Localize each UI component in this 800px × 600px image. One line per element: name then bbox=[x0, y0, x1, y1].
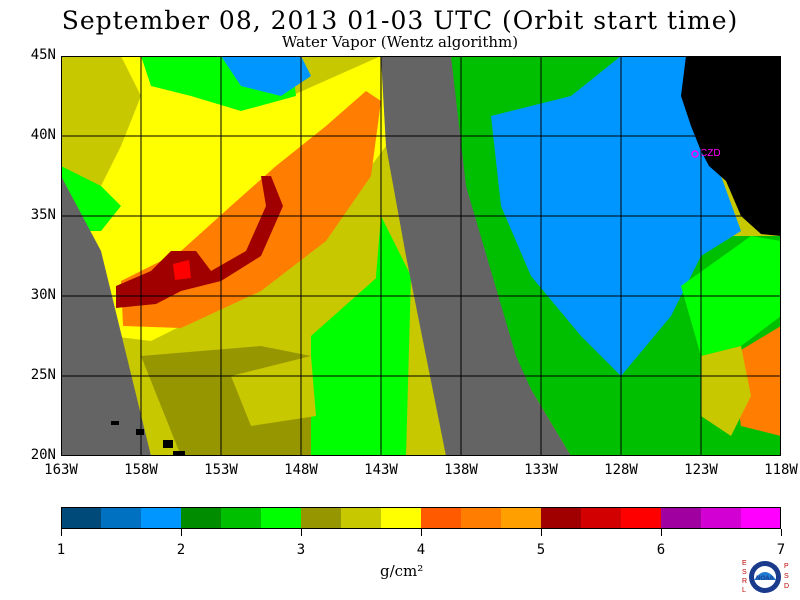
longitude-label: 133W bbox=[524, 462, 558, 478]
color-bar-tick-mark bbox=[661, 529, 662, 536]
color-bar bbox=[61, 507, 781, 529]
svg-text:E: E bbox=[742, 560, 747, 567]
svg-text:P: P bbox=[784, 563, 789, 570]
color-bar-swatch bbox=[341, 507, 382, 529]
nodata-west-gap bbox=[61, 176, 151, 456]
latitude-label: 45N bbox=[30, 47, 56, 63]
hawaii-island bbox=[111, 421, 119, 425]
graticule bbox=[61, 56, 781, 456]
yellow-south bbox=[231, 356, 316, 426]
station-label: CZD bbox=[700, 148, 721, 159]
longitude-label: 118W bbox=[764, 462, 798, 478]
map-title: September 08, 2013 01-03 UTC (Orbit star… bbox=[61, 6, 739, 35]
red-core bbox=[173, 260, 191, 280]
color-bar-swatch bbox=[661, 507, 702, 529]
color-bar-swatch bbox=[701, 507, 742, 529]
color-bar-tick-label: 6 bbox=[656, 542, 666, 558]
map-subtitle: Water Vapor (Wentz algorithm) bbox=[281, 33, 519, 51]
color-bar-swatch bbox=[621, 507, 662, 529]
latitude-label: 25N bbox=[30, 367, 56, 383]
color-bar-swatch bbox=[181, 507, 222, 529]
color-bar-tick-mark bbox=[781, 529, 782, 536]
svg-text:S: S bbox=[784, 573, 789, 580]
svg-text:L: L bbox=[742, 587, 746, 594]
dark-red-plume bbox=[116, 176, 283, 308]
longitude-label: 153W bbox=[204, 462, 238, 478]
map-frame bbox=[61, 56, 781, 456]
color-bar-tick-mark bbox=[421, 529, 422, 536]
hawaii-island bbox=[136, 429, 144, 435]
yellow-southeast bbox=[701, 346, 751, 436]
color-bar-swatch bbox=[141, 507, 182, 529]
color-bar-swatch bbox=[381, 507, 422, 529]
longitude-label: 143W bbox=[364, 462, 398, 478]
color-bar-swatch bbox=[741, 507, 781, 529]
latitude-label: 20N bbox=[30, 447, 56, 463]
color-bar-swatch bbox=[541, 507, 582, 529]
noaa-esrl-psd-logo: NOAA E S R L P S D bbox=[742, 560, 789, 594]
hawaii-island bbox=[163, 440, 173, 448]
svg-text:S: S bbox=[742, 569, 747, 576]
water-vapor-map: CZD bbox=[61, 56, 781, 456]
units-label: g/cm² bbox=[380, 562, 424, 580]
color-bar-tick-mark bbox=[301, 529, 302, 536]
svg-text:NOAA: NOAA bbox=[756, 576, 774, 582]
color-bar-tick-mark bbox=[61, 529, 62, 536]
longitude-label: 158W bbox=[124, 462, 158, 478]
color-bar-swatch bbox=[301, 507, 342, 529]
color-bar-tick-label: 1 bbox=[56, 542, 66, 558]
color-bar-tick-mark bbox=[181, 529, 182, 536]
land-california bbox=[681, 56, 781, 236]
longitude-label: 163W bbox=[44, 462, 78, 478]
svg-text:R: R bbox=[742, 578, 747, 585]
color-bar-swatch bbox=[221, 507, 262, 529]
hawaii-island bbox=[173, 451, 185, 456]
color-bar-tick-label: 4 bbox=[416, 542, 426, 558]
nodata-center-gap bbox=[381, 56, 561, 456]
latitude-label: 30N bbox=[30, 287, 56, 303]
green-strip-middle bbox=[376, 216, 411, 456]
color-bar-swatch bbox=[581, 507, 622, 529]
color-bar-swatch bbox=[501, 507, 542, 529]
color-bar-swatch bbox=[421, 507, 462, 529]
latitude-label: 35N bbox=[30, 207, 56, 223]
longitude-label: 128W bbox=[604, 462, 638, 478]
svg-text:D: D bbox=[784, 583, 789, 590]
color-bar-tick-label: 5 bbox=[536, 542, 546, 558]
color-bar-swatch bbox=[261, 507, 302, 529]
longitude-label: 123W bbox=[684, 462, 718, 478]
color-bar-tick-label: 7 bbox=[776, 542, 786, 558]
color-bar-tick-mark bbox=[541, 529, 542, 536]
latitude-label: 40N bbox=[30, 127, 56, 143]
color-bar-tick-label: 3 bbox=[296, 542, 306, 558]
color-bar-swatch bbox=[461, 507, 502, 529]
blue-patch-north bbox=[221, 56, 311, 96]
color-bar-swatch bbox=[101, 507, 142, 529]
longitude-label: 138W bbox=[444, 462, 478, 478]
olive-band-north bbox=[61, 56, 141, 186]
longitude-label: 148W bbox=[284, 462, 318, 478]
color-bar-swatch bbox=[61, 507, 102, 529]
color-bar-tick-label: 2 bbox=[176, 542, 186, 558]
station-marker bbox=[691, 150, 699, 158]
orange-band-north bbox=[61, 56, 386, 341]
color-bar-frame bbox=[61, 507, 781, 529]
